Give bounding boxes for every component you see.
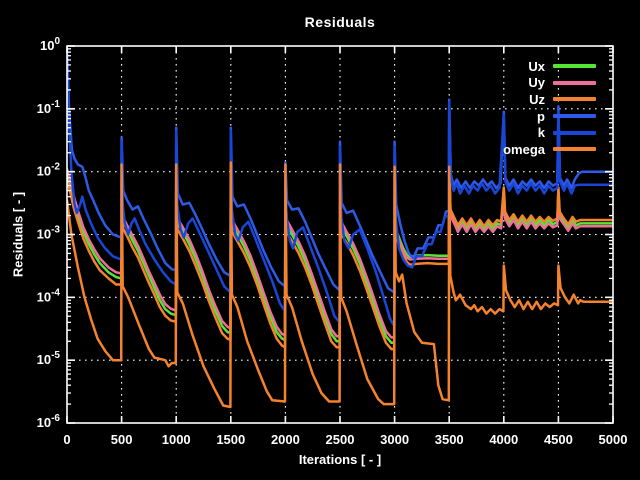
- legend-line-sample-uy: [553, 80, 596, 85]
- legend-item-uy: Uy: [503, 75, 596, 92]
- y-tick-label: 100: [40, 36, 60, 53]
- x-tick-label: 2500: [326, 432, 355, 447]
- series-group: [67, 47, 613, 409]
- y-tick-label: 10-6: [37, 413, 61, 430]
- series-line-k: [67, 69, 613, 328]
- x-tick-label: 2000: [271, 432, 300, 447]
- legend-item-omega: omega: [503, 141, 596, 158]
- legend-label-uz: Uz: [529, 91, 545, 107]
- series-line-p: [67, 47, 613, 294]
- legend-line-sample-omega: [553, 147, 596, 152]
- y-tick-label: 10-4: [37, 287, 61, 304]
- legend-label-ux: Ux: [528, 58, 545, 74]
- x-tick-label: 3000: [380, 432, 409, 447]
- legend-label-uy: Uy: [528, 75, 545, 91]
- legend-label-omega: omega: [503, 141, 545, 157]
- x-tick-label: 3500: [435, 432, 464, 447]
- legend-item-ux: Ux: [503, 58, 596, 75]
- legend-label-p: p: [537, 108, 545, 124]
- x-tick-label: 500: [111, 432, 133, 447]
- legend-item-k: k: [503, 124, 596, 141]
- chart-legend: Ux Uy Uz p k omega: [503, 58, 596, 158]
- y-axis-label: Residuals [ - ]: [10, 191, 26, 278]
- legend-line-sample-p: [553, 114, 596, 119]
- y-tick-label: 10-5: [37, 350, 61, 367]
- x-tick-label: 4000: [489, 432, 518, 447]
- x-axis-label: Iterations [ - ]: [298, 452, 382, 467]
- chart-title: Residuals: [304, 14, 376, 30]
- x-tick-label: 0: [63, 432, 70, 447]
- legend-line-sample-k: [553, 130, 596, 135]
- x-tick-label: 1000: [162, 432, 191, 447]
- x-tick-label: 1500: [216, 432, 245, 447]
- legend-label-k: k: [537, 125, 545, 141]
- y-tick-label: 10-3: [37, 225, 61, 242]
- y-tick-label: 10-1: [37, 99, 61, 116]
- x-tick-label: 5000: [599, 432, 628, 447]
- series-line-omega: [67, 161, 613, 409]
- legend-line-sample-ux: [553, 64, 596, 69]
- legend-line-sample-uz: [553, 97, 596, 102]
- x-tick-label: 4500: [544, 432, 573, 447]
- legend-item-p: p: [503, 108, 596, 125]
- y-tick-label: 10-2: [37, 162, 61, 179]
- legend-item-uz: Uz: [503, 91, 596, 108]
